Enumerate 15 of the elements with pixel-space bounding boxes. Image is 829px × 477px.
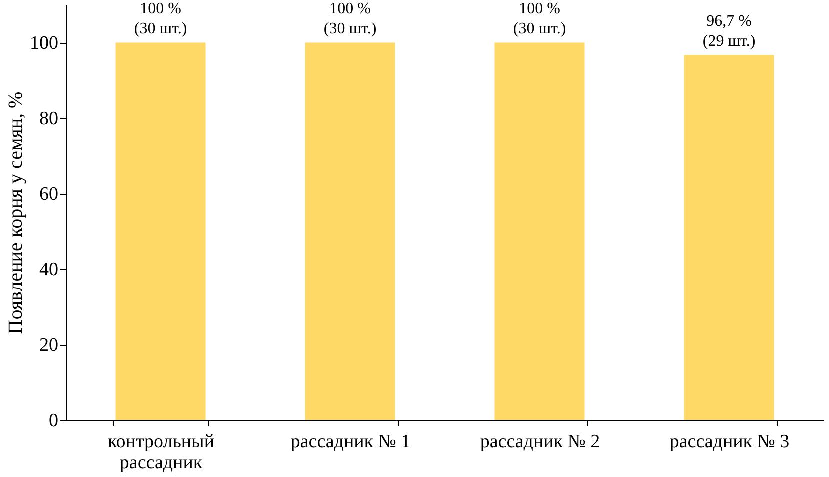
x-tick-label: рассадник № 1 <box>290 432 411 452</box>
data-label: 96,7 % (29 шт.) <box>702 13 756 50</box>
data-label: 100 % (30 шт.) <box>324 0 377 38</box>
y-tick-label: 80 <box>40 108 58 130</box>
y-axis-title: Появление корня у семян, % <box>5 92 27 334</box>
y-tick-label: 40 <box>40 260 58 281</box>
y-tick-label: 20 <box>40 335 58 356</box>
data-label: 100 % (30 шт.) <box>134 0 188 38</box>
data-label: 100 % (30 шт.) <box>513 0 566 38</box>
y-tick-label: 0 <box>49 410 58 432</box>
x-tick-label: контрольный рассадник <box>108 432 214 474</box>
x-tick-label: рассадник № 2 <box>480 432 600 452</box>
x-tick-label: рассадник № 3 <box>670 432 790 452</box>
y-tick-label: 60 <box>40 184 58 206</box>
y-tick-label: 100 <box>30 33 58 54</box>
